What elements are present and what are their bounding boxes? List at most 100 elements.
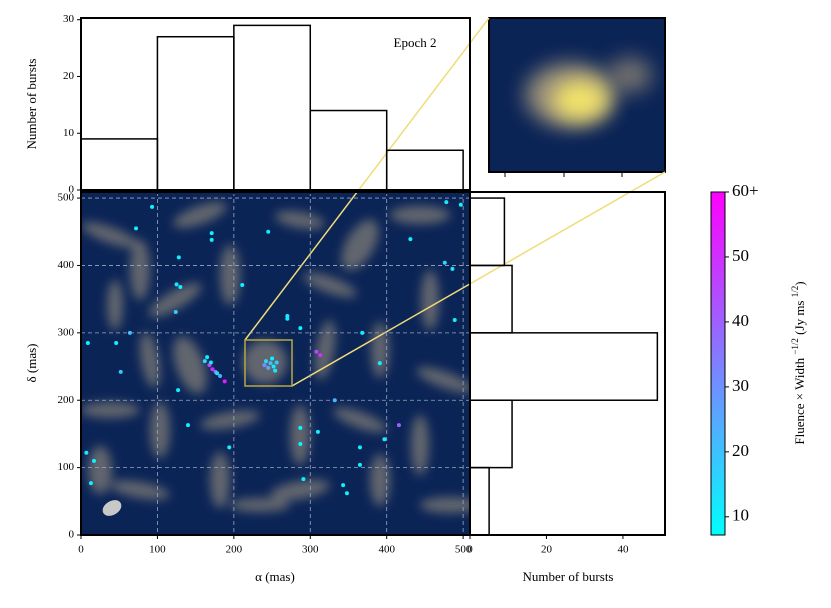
burst-point — [210, 367, 215, 372]
structure-blob — [303, 272, 357, 298]
burst-point — [377, 361, 382, 366]
colorbar-label-part: 1/2 — [790, 286, 800, 298]
x-tick-label: 0 — [467, 544, 473, 556]
burst-point — [227, 445, 232, 450]
x-tick-label: 0 — [78, 544, 84, 556]
burst-point — [442, 260, 447, 265]
structure-blob — [173, 336, 207, 394]
burst-point — [450, 266, 455, 271]
burst-point — [84, 450, 89, 455]
burst-point — [185, 423, 190, 428]
x-tick-label: 200 — [226, 544, 243, 556]
colorbar-label-part: (Jy ms — [792, 297, 807, 338]
burst-point — [274, 360, 279, 365]
burst-point — [222, 379, 227, 384]
y-tick-label: 10 — [63, 127, 75, 139]
burst-point — [357, 445, 362, 450]
structure-blob — [275, 211, 325, 229]
burst-point — [408, 237, 413, 242]
structure-blob — [390, 206, 450, 224]
epoch-label: Epoch 2 — [394, 35, 437, 50]
y-tick-label: 0 — [69, 529, 75, 541]
histogram-bar — [469, 466, 490, 536]
structure-blob — [370, 454, 390, 506]
burst-point — [344, 491, 349, 496]
y-tick-label: 100 — [58, 461, 75, 473]
burst-point — [273, 368, 278, 373]
burst-point — [118, 369, 123, 374]
burst-point — [208, 360, 213, 365]
colorbar-tick-label: 40 — [732, 311, 749, 330]
burst-point — [301, 477, 306, 482]
structure-blob — [416, 367, 470, 393]
structure-blob — [210, 452, 230, 508]
colorbar-tick-label: 30 — [732, 376, 749, 395]
histogram-bar — [469, 197, 506, 267]
burst-point — [173, 309, 178, 314]
y-tick-label: 200 — [58, 394, 75, 406]
burst-point — [114, 340, 119, 345]
burst-point — [240, 282, 245, 287]
top-frame — [80, 17, 471, 191]
burst-point — [452, 318, 457, 323]
burst-point — [88, 481, 93, 486]
structure-blob — [421, 270, 439, 330]
burst-point — [205, 355, 210, 360]
histogram-bar — [233, 24, 312, 191]
beam — [102, 500, 122, 516]
zoom-guides — [244, 17, 666, 387]
burst-point — [271, 364, 276, 369]
structure-blob — [371, 322, 389, 378]
right-x-axis-label: Number of bursts — [523, 569, 614, 584]
burst-point — [263, 359, 268, 364]
burst-point — [174, 282, 179, 287]
x-tick-label: 400 — [378, 544, 395, 556]
x-axis-label: α (mas) — [255, 569, 295, 584]
structure-blob — [290, 405, 310, 465]
burst-point — [314, 349, 319, 354]
colorbar — [710, 191, 726, 536]
structure-blob — [411, 415, 429, 475]
colorbar-tick-label: 10 — [732, 506, 749, 525]
structure-blob — [81, 402, 140, 418]
burst-point — [458, 202, 463, 207]
burst-point — [341, 483, 346, 488]
y-tick-label: 20 — [63, 70, 75, 82]
colorbar-label-part: −1/2 — [790, 338, 800, 355]
y-axis-label: δ (mas) — [24, 344, 39, 383]
structure-blob — [420, 497, 470, 513]
burst-point — [127, 330, 132, 335]
x-tick-label: 500 — [455, 544, 472, 556]
burst-point — [215, 371, 220, 376]
burst-point — [209, 237, 214, 242]
x-tick-label: 300 — [302, 544, 319, 556]
burst-point — [209, 231, 214, 236]
burst-point — [396, 423, 401, 428]
colorbar-tick-label: 60+ — [732, 181, 759, 200]
structure-blob — [150, 402, 170, 458]
burst-point — [268, 361, 273, 366]
structure-blob — [81, 222, 139, 248]
structure-blob — [110, 480, 170, 500]
top-y-axis-label: Number of bursts — [24, 59, 39, 150]
structure-blob — [333, 407, 387, 433]
structure-blob — [139, 332, 161, 388]
burst-point — [318, 353, 323, 358]
burst-point — [298, 326, 303, 331]
burst-point — [178, 285, 183, 290]
burst-point — [357, 462, 362, 467]
colorbar-label: Fluence × Width −1/2 (Jy ms 1/2) — [790, 281, 807, 444]
burst-point — [134, 226, 139, 231]
histogram-bar — [469, 399, 513, 469]
histogram-bar — [385, 149, 464, 191]
burst-point — [176, 255, 181, 260]
colorbar-tick-label: 50 — [732, 246, 749, 265]
burst-point — [298, 425, 303, 430]
burst-point — [218, 373, 223, 378]
x-tick-label: 20 — [541, 544, 553, 556]
burst-point — [91, 458, 96, 463]
structure-blob — [230, 498, 290, 512]
burst-point — [202, 359, 207, 364]
histogram-bar — [309, 109, 388, 191]
